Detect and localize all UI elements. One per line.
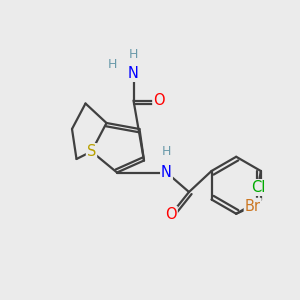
Text: S: S — [87, 144, 96, 159]
Text: Br: Br — [245, 199, 261, 214]
Text: O: O — [165, 207, 177, 222]
Text: H: H — [129, 47, 138, 61]
Text: Cl: Cl — [251, 180, 265, 195]
Text: H: H — [162, 145, 171, 158]
Text: N: N — [161, 165, 172, 180]
Text: N: N — [128, 66, 139, 81]
Text: H: H — [108, 58, 117, 71]
Text: O: O — [153, 93, 165, 108]
